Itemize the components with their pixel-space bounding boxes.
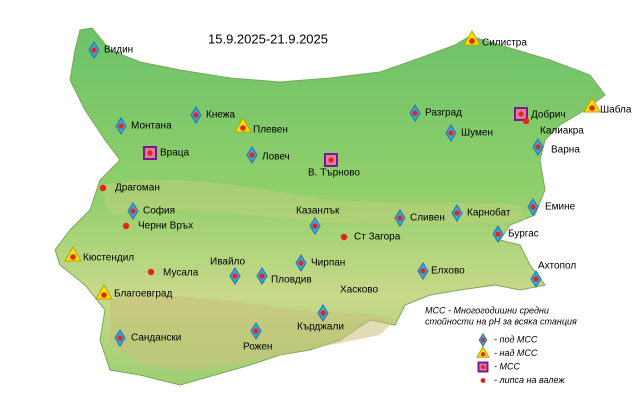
- legend-label: - под МСС: [494, 334, 538, 344]
- marker-dot: [454, 210, 460, 216]
- marker-dot: [481, 338, 485, 342]
- marker-dot: [130, 208, 136, 214]
- station-label: Плевен: [253, 125, 288, 136]
- marker-dot: [495, 231, 501, 237]
- marker-dot: [240, 125, 246, 131]
- marker-dot: [253, 328, 259, 334]
- station-label: Черни Връх: [138, 221, 193, 232]
- map-title: 15.9.2025-21.9.2025: [208, 31, 328, 46]
- marker-no-rain: [147, 268, 155, 276]
- marker-dot: [249, 152, 255, 158]
- legend-label: - над МСС: [494, 348, 538, 358]
- legend-label: - липса на валеж: [494, 375, 565, 385]
- marker-dot: [101, 292, 107, 298]
- station-label: Казанлък: [296, 206, 340, 217]
- marker-dot: [448, 130, 454, 136]
- marker-dot: [530, 204, 536, 210]
- marker-dot: [91, 47, 97, 53]
- marker-dot: [298, 260, 304, 266]
- marker-dot: [193, 112, 199, 118]
- marker-dot: [420, 268, 426, 274]
- marker-dot: [481, 365, 485, 369]
- station-label: Враца: [160, 148, 190, 159]
- station-label: Шумен: [461, 128, 493, 139]
- station-label: Кнежа: [206, 110, 235, 121]
- marker-above: [476, 345, 490, 358]
- station-label: Бургас: [508, 229, 539, 240]
- station-label: В. Търново: [308, 168, 360, 179]
- station-label: Силистра: [482, 38, 527, 49]
- mountain-band: [100, 179, 525, 225]
- marker-dot: [117, 335, 123, 341]
- station-label: Мусала: [163, 268, 199, 279]
- marker-dot: [412, 110, 418, 116]
- marker-dot: [312, 223, 318, 229]
- station-label: Рожен: [243, 342, 272, 353]
- station-label: Разград: [425, 108, 462, 119]
- station-label: Пловдив: [271, 275, 312, 286]
- marker-dot: [232, 273, 238, 279]
- legend-label: - МСС: [494, 361, 520, 371]
- legend-note: МСС - Многогодишни средни: [425, 305, 549, 315]
- station-label: Монтана: [131, 121, 172, 132]
- marker-dot: [518, 111, 524, 117]
- station-label: Калиакра: [540, 126, 584, 137]
- marker-no-rain: [522, 117, 530, 125]
- marker-dot: [469, 38, 475, 44]
- marker-above: [64, 245, 82, 262]
- station-label: Сандански: [131, 333, 181, 344]
- station-label: Видин: [104, 45, 133, 56]
- marker-dot: [147, 150, 153, 156]
- station-label: София: [143, 205, 175, 217]
- marker-dot: [535, 144, 541, 150]
- marker-dot: [397, 215, 403, 221]
- marker-dot: [533, 276, 539, 282]
- marker-no-rain: [480, 378, 486, 383]
- stations: Видин Силистра Шабла Добрич Калиакра Разград Ш…: [64, 29, 632, 353]
- marker-dot: [118, 123, 124, 129]
- station-label: Сливен: [410, 213, 445, 224]
- marker-no-rain: [99, 184, 107, 192]
- station-label: Елхово: [431, 266, 465, 277]
- marker-dot: [328, 157, 334, 163]
- station-label: Добрич: [531, 109, 566, 121]
- station-label: Ловеч: [262, 152, 290, 163]
- marker-dot: [259, 273, 265, 279]
- station-label: Шабла: [600, 104, 632, 116]
- station-label: Варна: [551, 145, 580, 156]
- station-label: Благоевград: [114, 289, 172, 300]
- marker-above: [583, 96, 601, 113]
- marker-above: [234, 116, 252, 133]
- marker-above: [95, 283, 113, 300]
- marker-no-rain: [122, 222, 130, 230]
- marker-dot: [320, 310, 326, 316]
- marker-no-rain: [340, 233, 348, 241]
- station-label: Кърджали: [297, 322, 344, 333]
- marker-dot: [70, 254, 76, 260]
- station-label: Чирпан: [311, 258, 345, 269]
- station-label: Ст Загора: [354, 232, 401, 243]
- station-label: Кюстендил: [83, 253, 134, 264]
- marker-dot: [480, 352, 486, 357]
- marker-dot: [589, 105, 595, 111]
- station-label: Ивайло: [210, 257, 245, 268]
- marker-above: [463, 29, 481, 46]
- station-label: Карнобат: [467, 207, 511, 219]
- station-label: Драгоман: [115, 183, 160, 194]
- legend-note: стойности на pH за всяка станция: [425, 316, 577, 326]
- station-label: Ахтопол: [538, 261, 576, 272]
- station-label: Емине: [545, 202, 576, 213]
- station-label: Хасково: [340, 285, 378, 296]
